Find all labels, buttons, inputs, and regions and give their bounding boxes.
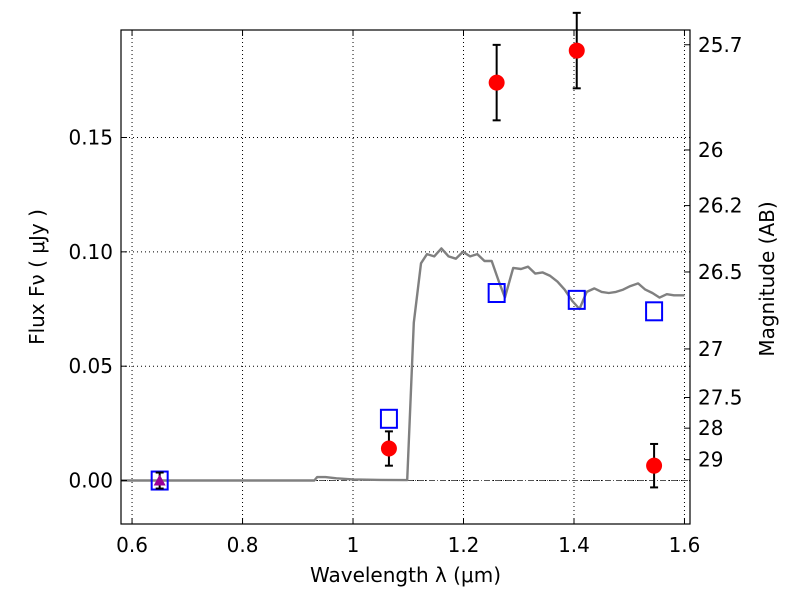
magnitude-tick-label: 26.5 (698, 260, 743, 284)
series (121, 11, 685, 491)
x-tick-label: 1.6 (669, 533, 701, 557)
magnitude-tick-label: 28 (698, 416, 723, 440)
y-axis-title: Flux Fν ( μJy ) (25, 209, 49, 345)
observed-flux-point (568, 42, 585, 59)
axis-ticks: 0.6 0.8 1 1.2 1.4 1.6 0.00 0.05 0.10 0.15 25.7 26 26… (68, 30, 743, 557)
model-photometry-square (567, 289, 586, 310)
grid (121, 30, 690, 524)
model-photometry-square (487, 283, 506, 304)
model-photometry-square (645, 301, 664, 322)
magnitude-tick-label: 26.2 (698, 194, 743, 218)
x-tick-label: 1.2 (448, 533, 480, 557)
magnitude-tick-label: 27 (698, 337, 723, 361)
observed-flux-point (380, 440, 397, 457)
magnitude-axis-title: Magnitude (AB) (755, 201, 779, 356)
x-tick-label: 0.6 (116, 533, 148, 557)
model-spectrum-line (121, 247, 685, 482)
x-tick-label: 1 (347, 533, 360, 557)
plot-frame (120, 29, 691, 525)
magnitude-tick-label: 26 (698, 138, 723, 162)
magnitude-tick-label: 25.7 (698, 33, 743, 57)
observed-flux-point (646, 457, 663, 474)
magnitude-tick-label: 27.5 (698, 386, 743, 410)
observed-flux-point (488, 74, 505, 91)
upper-limit-triangle (153, 474, 166, 486)
magnitude-tick-label: 29 (698, 448, 723, 472)
y-tick-label: 0.00 (68, 469, 113, 493)
x-axis-title: Wavelength λ (μm) (310, 563, 501, 587)
model-photometry-square (379, 408, 398, 429)
y-tick-label: 0.15 (68, 125, 113, 149)
y-tick-label: 0.10 (68, 240, 113, 264)
y-tick-label: 0.05 (68, 354, 113, 378)
x-tick-label: 0.8 (227, 533, 259, 557)
x-tick-label: 1.4 (558, 533, 590, 557)
